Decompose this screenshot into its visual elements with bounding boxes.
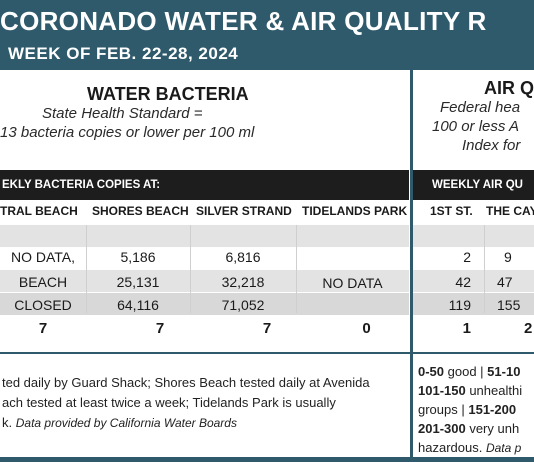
col-silver-strand: SILVER STRAND	[196, 204, 292, 218]
row-band-3	[0, 270, 409, 292]
aqi-text: very unh	[465, 421, 520, 436]
the-cay-cell: 155	[497, 297, 521, 313]
air-standard-line2: 100 or less A	[432, 118, 519, 135]
footer-bar	[0, 457, 534, 462]
aqi-legend-line3: groups | 151-200	[418, 402, 516, 417]
the-cay-cell: 47	[497, 274, 513, 290]
aqi-range: 101-150	[418, 383, 466, 398]
air-bar-label: WEEKLY AIR QU	[432, 179, 523, 191]
aqi-range: 51-10	[487, 364, 521, 379]
aqi-legend-line5: hazardous. Data p	[418, 440, 521, 455]
water-source-credit: Data provided by California Water Boards	[15, 416, 237, 430]
total-the-cay: 2	[524, 320, 533, 337]
air-bar	[413, 170, 534, 200]
tidelands-park-cell: NO DATA	[322, 275, 383, 291]
aqi-legend-line2: 101-150 unhealthi	[418, 383, 522, 398]
first-st-cell: 42	[455, 274, 471, 290]
total-silver-strand: 7	[262, 320, 272, 337]
aqi-range: 151-200	[468, 402, 517, 417]
aqi-range: 0-50	[418, 364, 445, 379]
water-standard-line1: State Health Standard =	[42, 105, 203, 122]
air-section-title: AIR Q	[484, 78, 534, 98]
water-footnote-line2: ach tested at least twice a week; Tidela…	[2, 395, 336, 410]
aqi-range: 201-300	[418, 421, 466, 436]
water-footnote-line1: ted daily by Guard Shack; Shores Beach t…	[2, 375, 370, 390]
col-separator	[484, 225, 485, 313]
total-shores-beach: 7	[155, 320, 165, 337]
col-tidelands-park: TIDELANDS PARK	[302, 204, 408, 218]
central-beach-cell: CLOSED	[14, 297, 72, 313]
page-title: CORONADO WATER & AIR QUALITY R	[0, 6, 487, 36]
total-central-beach: 7	[38, 320, 48, 337]
central-beach-cell: BEACH	[18, 274, 68, 290]
air-standard-line1: Federal hea	[440, 99, 521, 116]
footnote-rule	[0, 352, 534, 354]
col-the-cay: THE CAY	[486, 204, 534, 218]
water-bar	[0, 170, 409, 200]
aqi-legend-line1: 0-50 good | 51-10	[418, 364, 520, 379]
aqi-text: good |	[444, 364, 488, 379]
air-standard-line3: Index for	[462, 137, 521, 154]
silver-strand-cell: 32,218	[221, 274, 265, 290]
row-band-4	[0, 293, 409, 315]
the-cay-cell: 9	[504, 249, 512, 265]
water-footnote-line3: k. Data provided by California Water Boa…	[2, 415, 237, 430]
aqi-text: hazardous.	[418, 440, 486, 455]
col-separator	[190, 225, 191, 313]
water-standard-line2: 13 bacteria copies or lower per 100 ml	[0, 124, 255, 141]
col-first-st: 1ST ST.	[430, 204, 473, 218]
row-band-1	[0, 225, 409, 247]
air-source-credit: Data p	[485, 441, 522, 455]
col-separator	[86, 225, 87, 313]
aqi-legend-line4: 201-300 very unh	[418, 421, 519, 436]
section-divider	[410, 70, 413, 462]
water-section-title: WATER BACTERIA	[87, 84, 249, 104]
header-banner: CORONADO WATER & AIR QUALITY R WEEK OF F…	[0, 0, 534, 70]
total-first-st: 1	[462, 320, 471, 337]
col-separator	[296, 225, 297, 313]
air-row-band-1	[413, 225, 534, 247]
aqi-text: unhealthi	[465, 383, 523, 398]
shores-beach-cell: 25,131	[116, 274, 160, 290]
water-bar-label: EKLY BACTERIA COPIES AT:	[2, 179, 161, 191]
page-subtitle: WEEK OF FEB. 22-28, 2024	[8, 44, 239, 63]
col-central-beach: TRAL BEACH	[0, 204, 78, 218]
silver-strand-cell: 71,052	[221, 297, 265, 313]
first-st-cell: 119	[448, 297, 471, 313]
col-shores-beach: SHORES BEACH	[92, 204, 189, 218]
first-st-cell: 2	[463, 249, 471, 265]
silver-strand-cell: 6,816	[225, 249, 261, 265]
air-row-band-4	[413, 293, 534, 315]
central-beach-cell: NO DATA,	[10, 249, 76, 265]
aqi-text: groups |	[418, 402, 469, 417]
air-row-band-3	[413, 270, 534, 292]
water-footnote-text: k.	[2, 415, 13, 430]
shores-beach-cell: 5,186	[120, 249, 156, 265]
total-tidelands-park: 0	[362, 320, 371, 337]
shores-beach-cell: 64,116	[117, 297, 159, 313]
